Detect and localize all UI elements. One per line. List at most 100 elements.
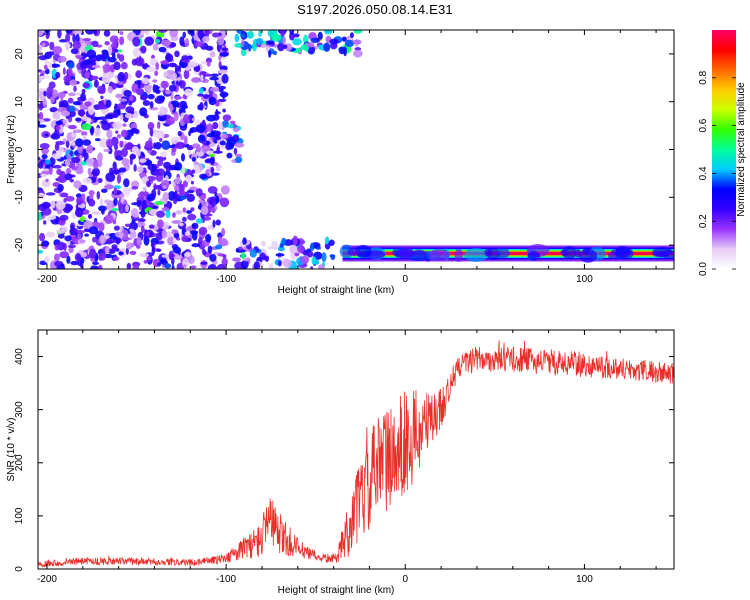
heatmap-cell [149,209,159,216]
heatmap-cell [49,156,56,166]
heatmap-cell [101,121,111,131]
heatmap-cell [111,207,119,212]
heatmap-cell [149,127,154,137]
heatmap-cell [193,66,201,72]
heatmap-cell [129,94,134,102]
heatmap-cell [156,156,160,160]
heatmap-cell [105,138,113,148]
heatmap-cell [156,219,164,229]
heatmap-cell [232,134,240,143]
heatmap-cell [197,30,204,39]
heatmap-cell [55,71,61,79]
spectrogram-ytick-label: 0 [14,146,25,152]
heatmap-cell [105,219,111,223]
heatmap-cell [76,196,83,206]
heatmap-cell [71,132,76,138]
heatmap-cell [55,120,64,126]
heatmap-cell [173,114,179,122]
heatmap-cell [169,103,174,113]
heatmap-cell [91,211,101,215]
heatmap-cell [144,36,154,46]
heatmap-cell [119,140,124,148]
heatmap-cell [48,61,53,70]
heatmap-cell [57,183,64,192]
heatmap-cell [271,33,282,42]
heatmap-cell [221,73,229,84]
heatmap-cell [142,100,151,106]
heatmap-cell [38,111,44,122]
heatmap-cell [63,197,67,203]
heatmap-cell [315,246,322,250]
heatmap-cell [42,98,47,108]
heatmap-cell [82,59,92,66]
colorbar-tick-label: 0.6 [698,118,709,132]
heatmap-cell [105,172,116,182]
heatmap-cell [68,105,76,113]
heatmap-cell [163,161,172,169]
heatmap-cell [198,87,204,95]
heatmap-cell [137,166,144,173]
heatmap-cell [200,261,208,265]
heatmap-cell [661,249,674,259]
heatmap-cell [341,36,347,42]
heatmap-cell [155,62,159,71]
heatmap-cell [255,37,264,45]
heatmap-cell [93,116,101,121]
heatmap-cell [281,237,287,246]
heatmap-cell [191,156,196,162]
heatmap-cell [184,88,193,97]
heatmap-cell [151,246,156,255]
heatmap-cell [209,30,213,35]
heatmap-cell [207,264,218,269]
heatmap-cell [139,158,147,163]
heatmap-cell [163,71,169,78]
heatmap-cell [205,57,212,64]
heatmap-cell [222,254,227,259]
heatmap-cell [143,260,148,264]
heatmap-cell [55,125,61,131]
heatmap-cell [52,164,62,169]
heatmap-cell [174,176,181,185]
heatmap-cell [289,30,295,35]
heatmap-cell [210,155,215,165]
snr-xtick-label: 100 [576,574,593,585]
heatmap-cell [204,158,212,164]
heatmap-cell [116,52,120,59]
heatmap-cell [118,54,125,62]
heatmap-cell [65,140,70,148]
snr-xlabel: Height of straight line (km) [278,585,395,596]
heatmap-cell [131,58,138,66]
heatmap-cell [87,105,95,116]
snr-frame [37,329,675,570]
heatmap-cell [151,163,156,173]
snr-ylabel: SNR (10 * v/v) [6,418,17,482]
heatmap-cell [168,250,174,261]
heatmap-cell [116,173,122,184]
heatmap-cell [353,49,363,58]
heatmap-cell [267,246,273,250]
heatmap-cell [75,117,82,122]
heatmap-cell [44,159,51,165]
heatmap-cell [38,211,42,221]
heatmap-cell [159,258,169,265]
heatmap-cell [157,121,161,129]
heatmap-cell [184,38,190,48]
heatmap-cell [160,60,170,65]
heatmap-cell [79,215,85,223]
heatmap-cell [258,30,262,38]
heatmap-cell [140,225,145,234]
heatmap-cell [140,209,146,218]
heatmap-cell [212,121,219,130]
heatmap-cell [210,166,215,174]
spectrogram-ylabel: Frequency (Hz) [6,115,17,184]
heatmap-cell [119,31,124,35]
heatmap-cell [93,79,99,88]
heatmap-cell [260,240,267,247]
heatmap-cell [306,42,315,48]
heatmap-cell [41,179,51,188]
heatmap-cell [120,129,128,138]
heatmap-cell [98,222,105,232]
heatmap-cell [464,248,488,262]
heatmap-cell [187,213,197,221]
heatmap-cell [195,218,203,224]
